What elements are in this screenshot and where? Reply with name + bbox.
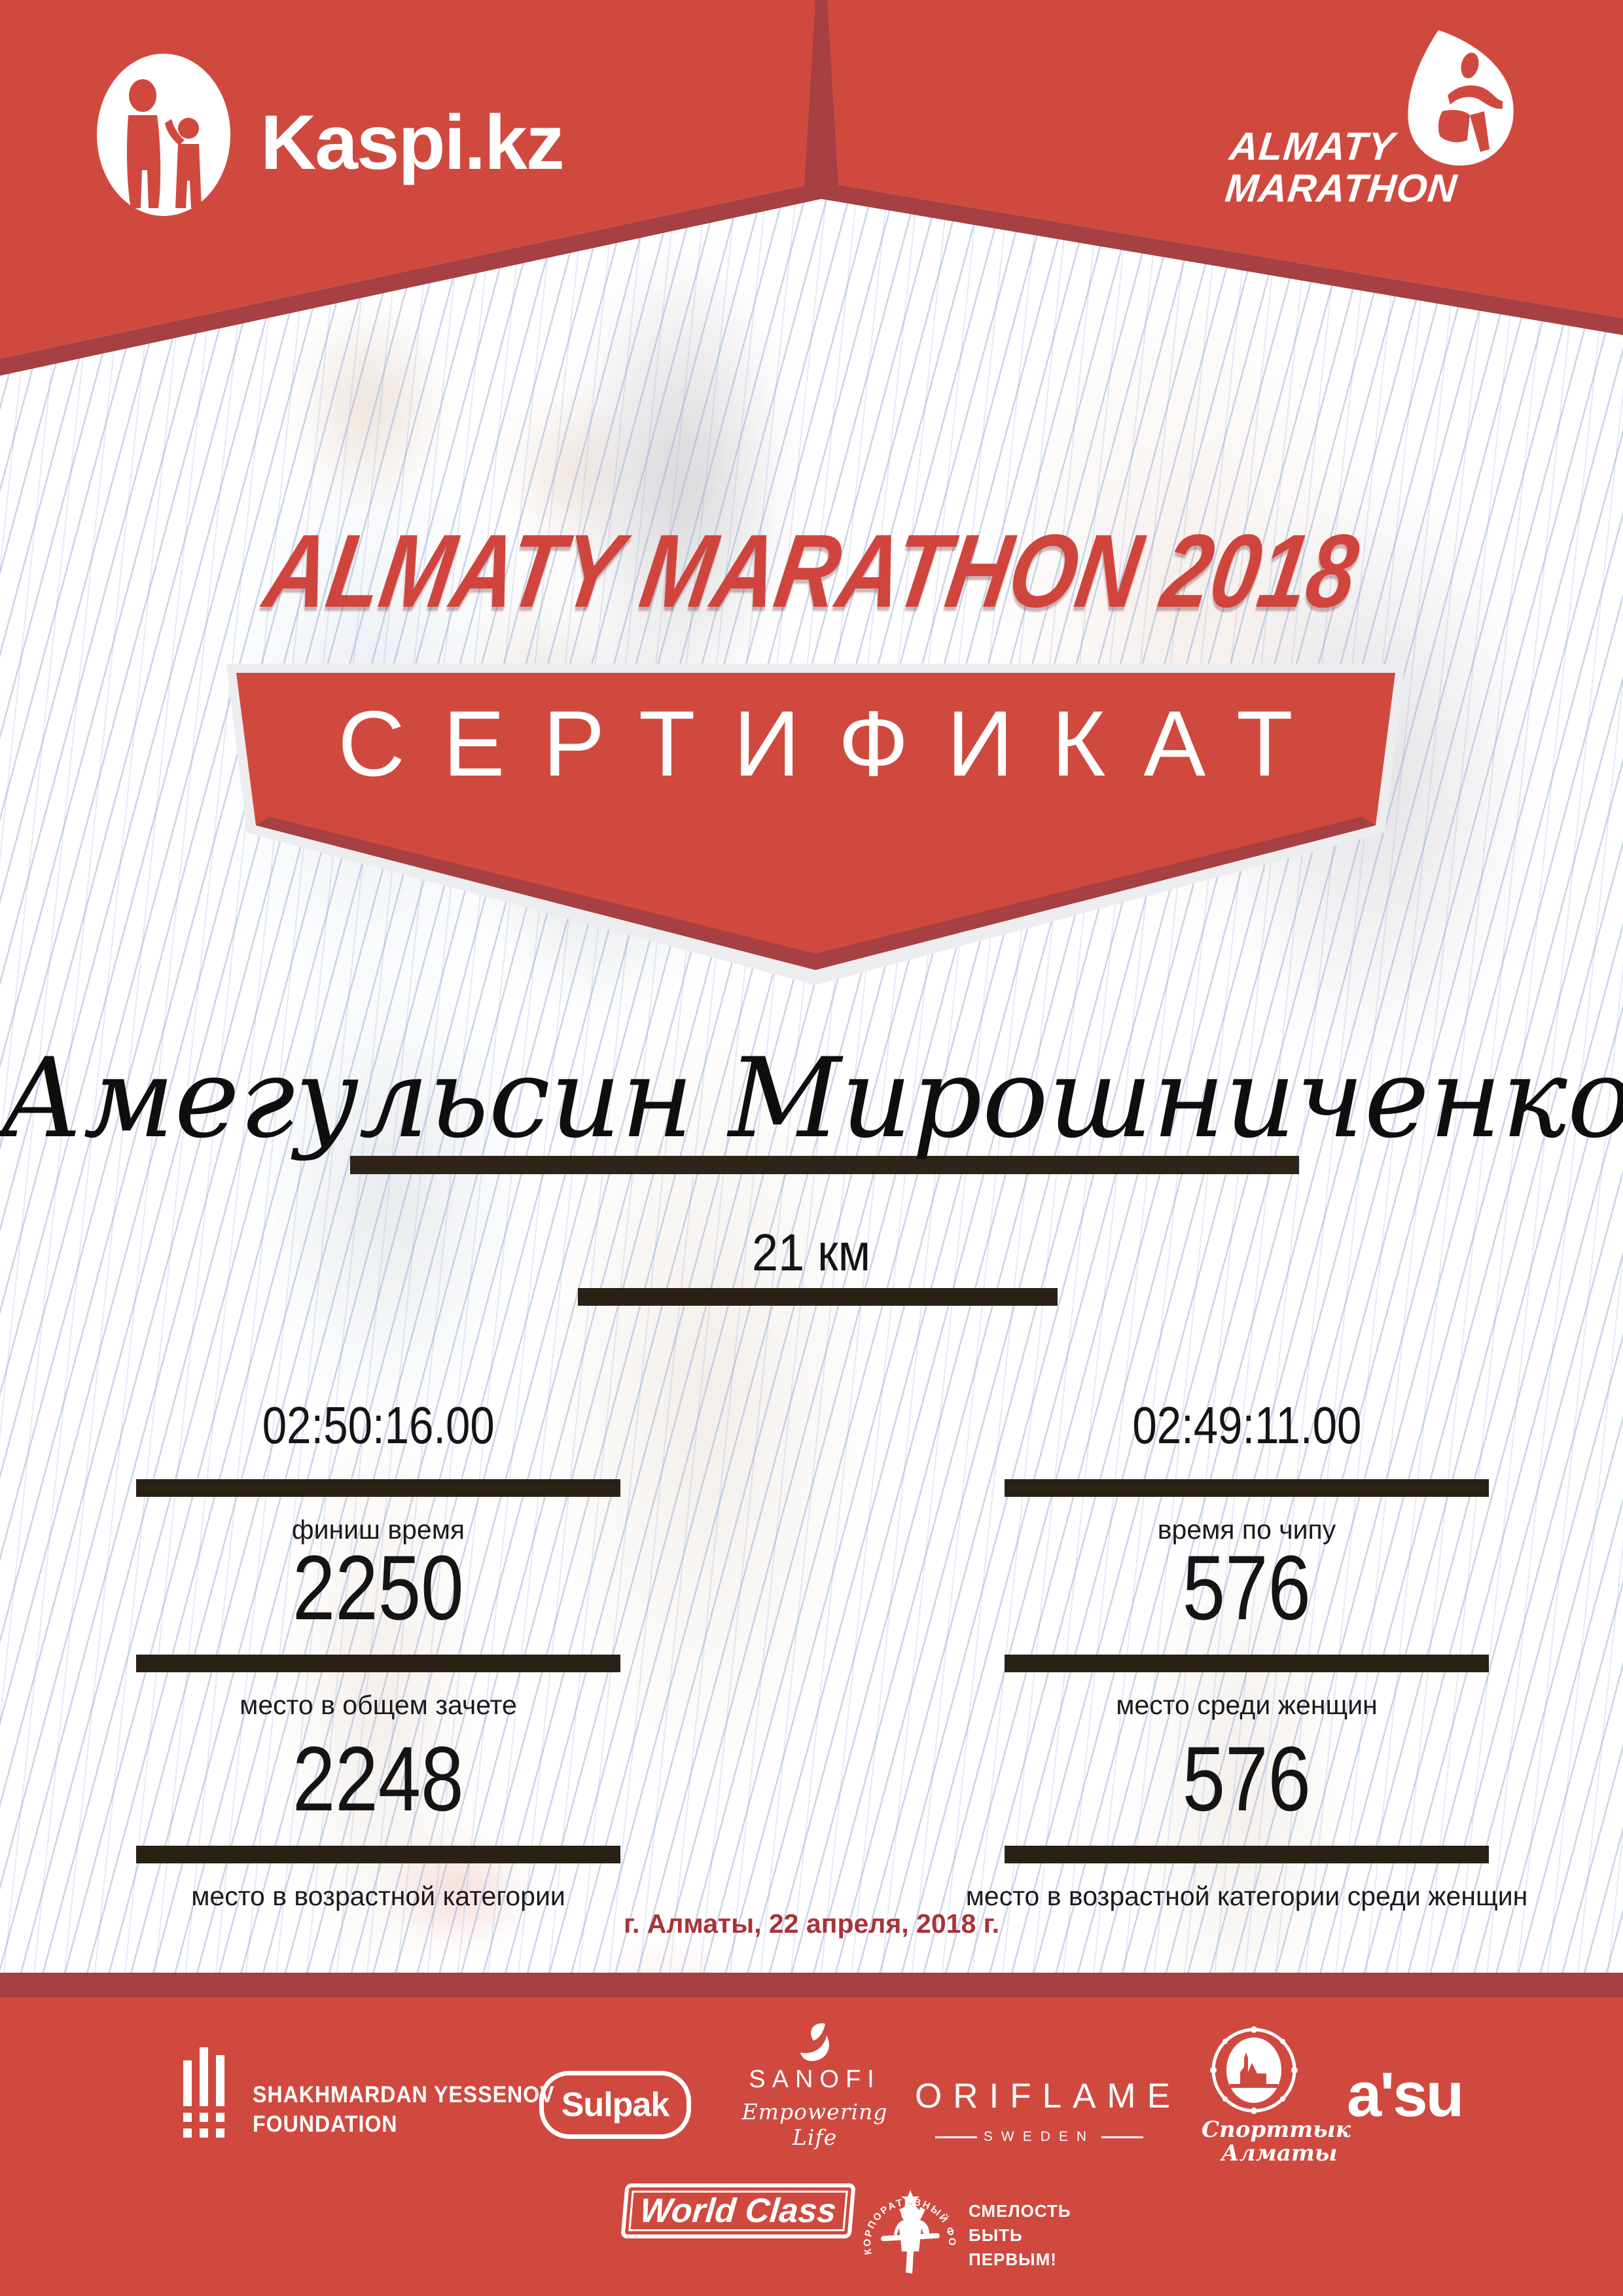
almaty-marathon-line2: MARATHON (1223, 166, 1459, 210)
fund-slogan-line3: ПЕРВЫМ! (969, 2250, 1057, 2269)
yessenov-foundation-icon (183, 2047, 224, 2138)
sponsor-world-class-logo: World Class (620, 2183, 856, 2238)
name-underline (350, 1156, 1299, 1174)
sponsor-oriflame: ORIFLAME SWEDEN (915, 2076, 1181, 2145)
stat-underline (136, 1846, 620, 1863)
stat-underline (1005, 1479, 1489, 1497)
almaty-marathon-logo-icon (1408, 30, 1514, 166)
header-needle (804, 0, 838, 187)
distance-underline (578, 1288, 1058, 1306)
sanofi-name: SANOFI (749, 2066, 881, 2093)
kaspi-logo-text: Kaspi.kz (260, 99, 565, 186)
yessenov-line1: SHAKHMARDAN YESSENOV (253, 2082, 555, 2108)
date-location-note: г. Алматы, 22 апреля, 2018 г. (624, 1909, 999, 1939)
stat-age-category-women-place: 576 место в возрастной категории среди ж… (926, 1733, 1567, 1912)
footer-dark-strip (0, 1973, 1623, 1998)
sport-almaty-line1: Спорттык (1202, 2117, 1351, 2143)
stat-underline (1005, 1846, 1489, 1863)
sport-almaty-emblem-icon (1210, 2026, 1298, 2114)
oriflame-name: ORIFLAME (915, 2077, 1181, 2115)
stat-value: 02:50:16.00 (262, 1396, 495, 1454)
oriflame-country: SWEDEN (983, 2129, 1096, 2144)
yessenov-line2: FOUNDATION (253, 2111, 398, 2137)
sponsor-sanofi: SANOFI Empowering Life (740, 2020, 890, 2150)
fund-emblem-icon: КОРПОРАТИВНЫЙ ФОНД (861, 2170, 956, 2274)
stat-label: место в возрастной категории среди женщи… (965, 1881, 1528, 1911)
oriflame-dash-right (1101, 2136, 1144, 2138)
distance-value: 21 км (752, 1223, 871, 1282)
stat-label: финиш время (291, 1515, 465, 1545)
sanofi-tagline: Empowering Life (741, 2099, 888, 2150)
fund-slogan-line1: СМЕЛОСТЬ (969, 2201, 1071, 2221)
footer-band (0, 1998, 1623, 2296)
header-band (0, 0, 1623, 376)
stat-overall-place: 2250 место в общем зачете (58, 1542, 699, 1721)
stat-label: место в общем зачете (240, 1690, 517, 1720)
stat-label: место среди женщин (1116, 1690, 1378, 1720)
stat-women-place: 576 место среди женщин (926, 1542, 1567, 1721)
sponsor-yessenov-foundation: SHAKHMARDAN YESSENOV FOUNDATION (182, 2047, 581, 2139)
stat-underline (136, 1479, 620, 1497)
stat-underline (136, 1655, 620, 1672)
certificate-banner (226, 664, 1405, 985)
stat-value: 02:49:11.00 (1132, 1396, 1362, 1454)
stat-label: время по чипу (1157, 1515, 1336, 1545)
stat-label: место в возрастной категории (191, 1881, 565, 1911)
stat-age-category-place: 2248 место в возрастной категории (58, 1733, 699, 1912)
certificate-banner-label: СЕРТИФИКАТ (338, 692, 1331, 796)
recipient-name: Амегульсин Мирошниченко (0, 1034, 1623, 1162)
stat-value: 2250 (293, 1536, 464, 1639)
sport-almaty-line2: Алматы (1221, 2140, 1338, 2166)
sponsor-sport-almaty: Спорттык Алматы (1202, 2026, 1351, 2166)
stat-chip-time: 02:49:11.00 время по чипу (926, 1398, 1567, 1545)
fund-slogan-line2: БЫТЬ (969, 2225, 1023, 2245)
event-title: ALMATY MARATHON 2018 (257, 512, 1366, 630)
sponsor-sulpak-logo: Sulpak (539, 2071, 691, 2139)
stat-value: 576 (1182, 1727, 1311, 1830)
sanofi-bird-icon (800, 2023, 829, 2061)
stat-underline (1005, 1655, 1489, 1672)
stat-value: 2248 (293, 1727, 464, 1830)
kaspi-logo-icon (97, 54, 230, 216)
sponsor-asu-logo: a'su (1347, 2060, 1464, 2130)
stat-value: 576 (1182, 1536, 1311, 1639)
sponsor-corporate-fund: КОРПОРАТИВНЫЙ ФОНД СМЕЛОСТЬ БЫТЬ ПЕРВЫМ! (861, 2170, 1071, 2282)
stat-finish-time: 02:50:16.00 финиш время (58, 1398, 699, 1545)
oriflame-dash-left (935, 2136, 977, 2138)
